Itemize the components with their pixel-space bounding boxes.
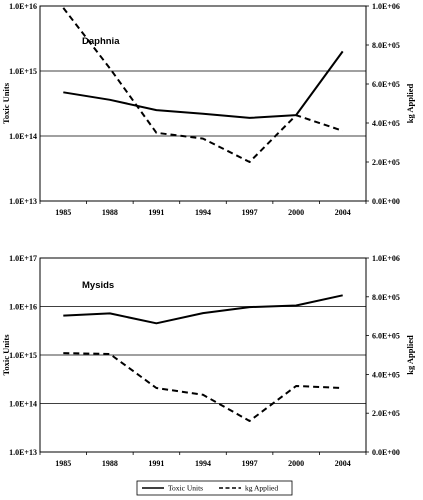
panel2-right-tick-label: 0.0E+00	[372, 448, 400, 457]
panel2-left-tick-label: 1.0E+16	[9, 303, 37, 312]
panel2-right-tick-label: 8.0E+05	[372, 293, 400, 302]
panel1-x-tick-label: 2000	[288, 208, 304, 217]
panel1-kg-applied-line	[62, 7, 344, 163]
panel1-right-tick-label: 6.0E+05	[372, 80, 400, 89]
panel2-left-tick-label: 1.0E+13	[9, 448, 37, 457]
panel2-x-tick-label: 1997	[242, 459, 258, 468]
panel1-left-tick-label: 1.0E+15	[9, 67, 37, 76]
panel2-left-tick-label: 1.0E+17	[9, 254, 37, 263]
panel2-left-tick-label: 1.0E+15	[9, 351, 37, 360]
panel1-right-tick-label: 2.0E+05	[372, 158, 400, 167]
panel2-right-axis-label: kg Applied	[405, 335, 415, 375]
panel1-right-tick-label: 0.0E+00	[372, 197, 400, 206]
panel2-x-tick-label: 1985	[55, 459, 71, 468]
panel1-x-tick-label: 1994	[195, 208, 211, 217]
panel1-x-tick-label: 1991	[148, 208, 164, 217]
panel1-right-tick-label: 8.0E+05	[372, 41, 400, 50]
panel1-x-tick-label: 1985	[55, 208, 71, 217]
panel2-right-tick-label: 1.0E+06	[372, 254, 400, 263]
panel1-right-tick-label: 1.0E+06	[372, 2, 400, 11]
panel2-x-tick-label: 1988	[102, 459, 118, 468]
panel1-panel-title: Daphnia	[82, 36, 120, 47]
panel1-left-axis-label: Toxic Units	[1, 82, 11, 124]
panel2-right-tick-label: 4.0E+05	[372, 370, 400, 379]
panel2-x-tick-label: 1994	[195, 459, 211, 468]
panel1-left-tick-label: 1.0E+14	[9, 132, 37, 141]
panel2-kg-applied-line	[63, 352, 343, 422]
panel1-right-tick-label: 4.0E+05	[372, 119, 400, 128]
panel1-left-tick-label: 1.0E+16	[9, 2, 37, 11]
panel1-plot-frame	[39, 5, 367, 202]
panel2-left-tick-label: 1.0E+14	[9, 400, 37, 409]
panel1-x-tick-label: 2004	[335, 208, 351, 217]
panel1-x-tick-label: 1988	[102, 208, 118, 217]
panel1-right-axis-label: kg Applied	[405, 84, 415, 124]
legend-box	[136, 480, 293, 496]
panel1-x-tick-label: 1997	[242, 208, 258, 217]
panel2-x-tick-label: 2004	[335, 459, 351, 468]
legend-label-2: kg Applied	[245, 484, 278, 493]
panel2-x-tick-label: 1991	[148, 459, 164, 468]
panel2-panel-title: Mysids	[82, 280, 114, 291]
panel2-left-axis-label: Toxic Units	[1, 334, 11, 376]
panel2-toxic-units-line	[63, 294, 343, 325]
panel2-right-tick-label: 6.0E+05	[372, 332, 400, 341]
panel1-left-tick-label: 1.0E+13	[9, 197, 37, 206]
legend-label-1: Toxic Units	[168, 484, 203, 493]
panel2-x-tick-label: 2000	[288, 459, 304, 468]
panel1-toxic-units-line	[63, 50, 344, 119]
panel2-right-tick-label: 2.0E+05	[372, 409, 400, 418]
